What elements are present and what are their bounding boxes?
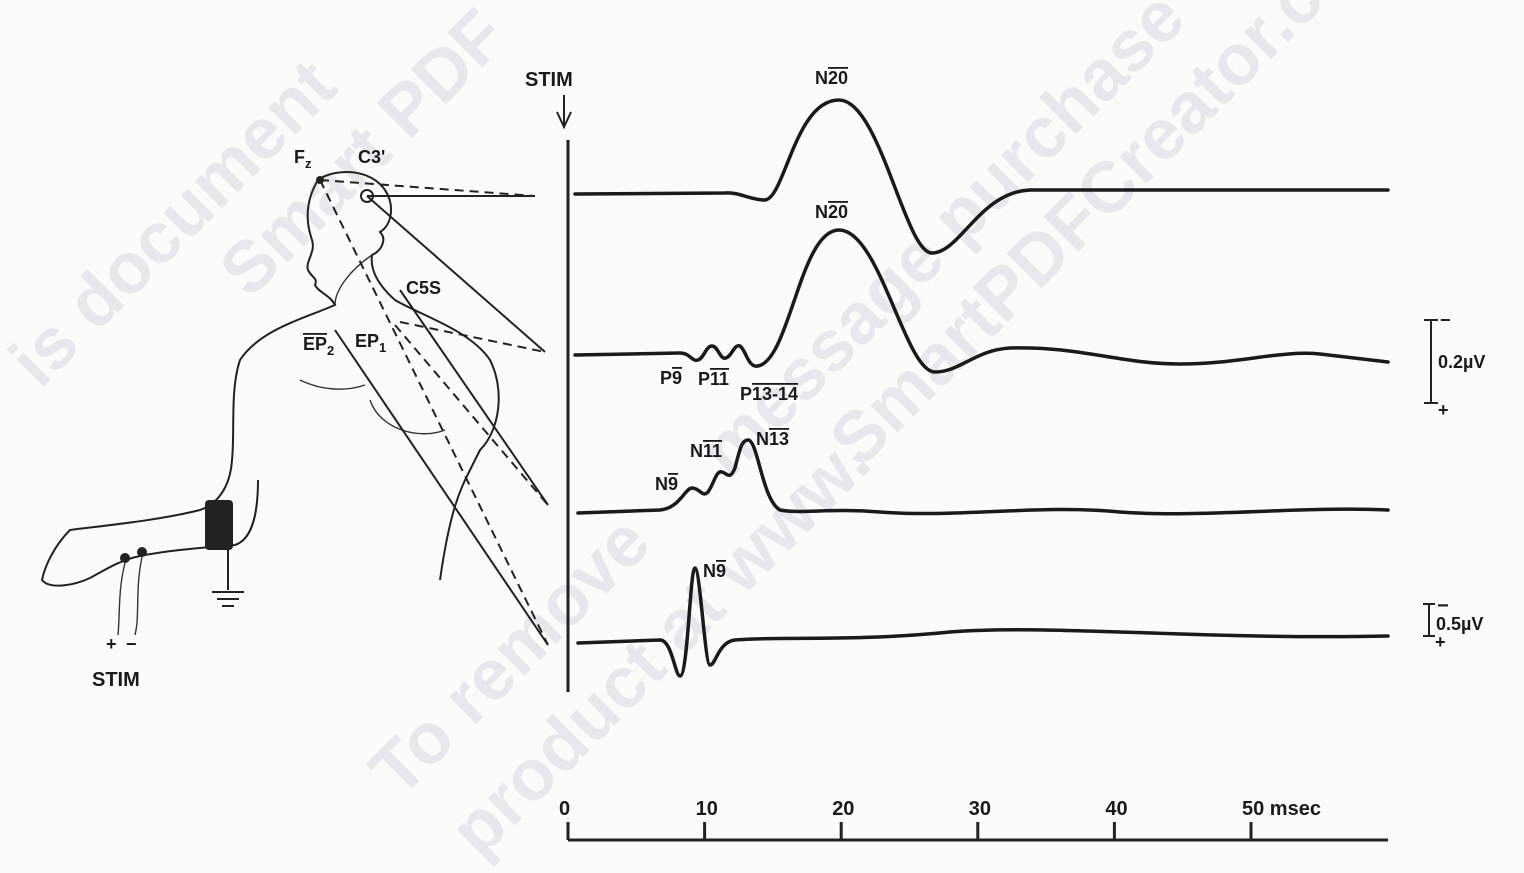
leads	[320, 180, 548, 645]
axis-tick-label: 50 msec	[1242, 798, 1321, 820]
stim-wire	[118, 557, 142, 635]
peak-label: P13-14	[740, 384, 798, 404]
peak-prefix: P	[698, 369, 710, 389]
axis-tick-label: 0	[559, 798, 570, 820]
scale-sign: +	[1438, 400, 1449, 420]
peak-latency: 11	[710, 369, 729, 389]
stim-arrow	[557, 95, 571, 127]
scale-bar	[1424, 320, 1438, 403]
scale-sign: +	[1435, 632, 1446, 652]
scale-label: 0.2µV	[1438, 352, 1485, 372]
peak-latency: 9	[668, 474, 678, 494]
peak-prefix: N	[655, 474, 668, 494]
peak-label: N20	[815, 202, 848, 222]
ground-symbol	[212, 550, 244, 606]
peak-prefix: P	[740, 384, 752, 404]
peak-label: P9	[660, 368, 682, 388]
axis-tick-label: 40	[1105, 798, 1127, 820]
stim-polarity: +	[106, 634, 117, 654]
arm-cuff	[205, 500, 233, 550]
stim-electrode	[137, 547, 147, 557]
stim-marker: STIM	[525, 69, 573, 91]
label-part: z	[305, 156, 312, 171]
peak-label: P11	[698, 369, 729, 389]
watermark-text: message purchase	[685, 0, 1200, 491]
watermark: is document Smart PDF message purchase S…	[0, 0, 1338, 871]
peak-label: N11	[690, 441, 722, 461]
scale-sign: −	[1440, 310, 1451, 330]
axis-tick-label: 30	[969, 798, 991, 820]
peak-prefix: N	[815, 68, 828, 88]
lead	[400, 290, 548, 505]
electrode-label: C3'	[358, 147, 385, 167]
peak-latency: 13-14	[752, 384, 798, 404]
lead	[400, 322, 545, 352]
label-part: EP	[303, 334, 327, 354]
lead	[395, 325, 548, 505]
time-axis: 0 10 20 30 40 50 msec	[559, 798, 1388, 840]
scale-label: 0.5µV	[1436, 614, 1483, 634]
peak-latency: 9	[716, 561, 726, 581]
stim-polarity: −	[126, 634, 137, 654]
electrode-label: C5S	[406, 278, 441, 298]
peak-prefix: N	[690, 441, 703, 461]
label-part: F	[294, 147, 305, 167]
label-part: EP	[355, 331, 379, 351]
electrode-label: EP1	[355, 331, 386, 355]
stim-electrode	[120, 553, 130, 563]
peak-label: N9	[655, 474, 678, 494]
axis-tick-label: 10	[696, 798, 718, 820]
peak-latency: 20	[828, 202, 848, 222]
axis-tick-label: 20	[832, 798, 854, 820]
peak-latency: 9	[672, 368, 682, 388]
peak-latency: 11	[703, 441, 722, 461]
peak-prefix: N	[815, 202, 828, 222]
figure: is document Smart PDF message purchase S…	[0, 0, 1524, 873]
peak-prefix: N	[703, 561, 716, 581]
lead	[320, 180, 548, 645]
peak-latency: 13	[769, 429, 789, 449]
peak-prefix: N	[756, 429, 769, 449]
stim-label: STIM	[92, 669, 140, 691]
peak-prefix: P	[660, 368, 672, 388]
lead	[335, 330, 548, 645]
peak-label: N20	[815, 68, 848, 88]
peak-label: N13	[756, 429, 789, 449]
scale-bar	[1423, 604, 1435, 636]
electrode-label: EP2	[303, 334, 334, 358]
peak-latency: 20	[828, 68, 848, 88]
label-part: 1	[379, 340, 386, 355]
peak-label: N9	[703, 561, 726, 581]
label-part: 2	[327, 343, 334, 358]
